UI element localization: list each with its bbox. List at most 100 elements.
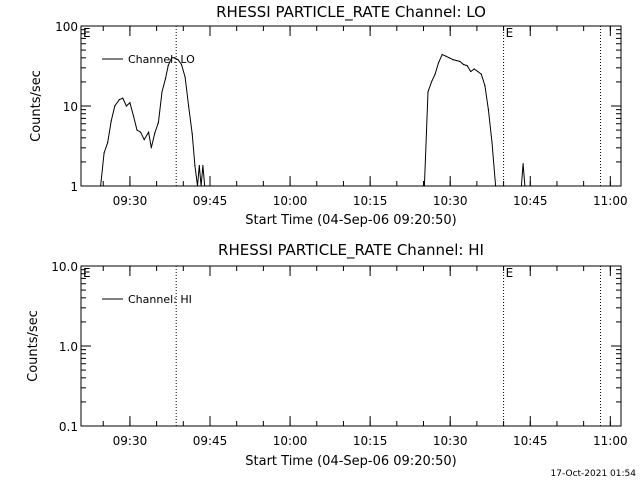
data-point [522,163,524,165]
x-tick-label: 09:30 [113,194,148,208]
data-point [448,57,450,59]
chart-title: RHESSI PARTICLE_RATE Channel: LO [216,3,486,22]
data-point [455,59,458,62]
y-tick-label: 10 [63,100,78,114]
data-point [191,133,193,135]
x-tick-label: 10:30 [433,194,468,208]
x-tick-label: 09:45 [193,434,228,448]
x-tick-label: 11:00 [593,194,628,208]
data-point [445,55,447,57]
data-point [154,132,156,134]
x-tick-label: 10:15 [353,434,388,448]
y-tick-label: 10.0 [51,260,78,274]
data-point [477,70,479,73]
x-axis-label: Start Time (04-Sep-06 09:20:50) [245,454,456,469]
data-point [143,139,145,141]
data-point [198,164,200,167]
data-point [502,185,504,187]
chart-title: RHESSI PARTICLE_RATE Channel: HI [218,241,484,260]
data-point [498,185,500,187]
event-marker-label: E [83,266,91,280]
data-point [524,185,526,187]
data-point [180,63,183,66]
data-point [184,76,186,78]
data-point [164,78,167,80]
data-point [161,91,163,93]
data-point [434,73,436,75]
plot-frame [80,265,622,427]
data-point [157,122,159,124]
y-tick-label: 1 [70,180,78,194]
data-point [205,185,208,187]
data-point [99,185,102,187]
y-tick-label: 1.0 [59,340,78,354]
data-point [148,131,150,133]
data-point [520,185,522,187]
y-tick-label: 100 [55,20,78,34]
event-marker-label: E [506,266,514,280]
data-point [494,185,497,187]
data-point [459,60,461,63]
x-axis-label: Start Time (04-Sep-06 09:20:50) [245,213,456,228]
data-point [207,185,209,187]
footer-timestamp: 17-Oct-2021 01:54 [551,469,637,479]
data-point [132,115,135,117]
y-axis-label: Counts/sec [26,310,41,382]
data-point [171,57,173,59]
y-axis-label: Counts/sec [29,70,44,142]
data-point [427,91,429,93]
x-tick-label: 10:30 [433,434,468,448]
data-point [173,57,176,59]
plot-frame [80,25,622,187]
data-point [136,129,138,131]
data-point [200,185,202,187]
data-point [103,152,105,154]
data-point [480,73,482,75]
chart-panel-1: RHESSI PARTICLE_RATE Channel: HI 09:30 09:… [26,241,628,469]
data-point [487,109,490,111]
data-point [491,141,493,144]
legend-entry: Channel: HI [128,293,192,306]
data-point [188,105,190,107]
data-point [118,99,120,101]
x-tick-label: 10:45 [513,194,548,208]
data-point [167,64,169,67]
x-tick-label: 10:45 [513,434,548,448]
y-tick-label: 0.1 [59,420,78,434]
data-point [470,70,472,73]
data-point [504,185,506,187]
data-point [484,84,486,87]
data-point [194,164,196,167]
data-point [462,63,465,66]
legend-entry: Channel: LO [128,53,195,66]
data-point [114,105,116,107]
data-point [473,68,475,70]
data-point [150,147,152,149]
data-point [177,59,179,61]
data-point [107,141,109,144]
data-point [441,53,443,56]
data-point [204,185,206,187]
data-point [202,164,204,167]
chart-panel-0: RHESSI PARTICLE_RATE Channel: LO 09:30 09:… [29,3,628,228]
event-marker-label: E [506,26,514,40]
data-point [110,120,112,122]
data-point [466,64,468,67]
data-point [430,81,433,83]
data-point [209,185,211,187]
x-tick-label: 10:00 [273,194,308,208]
series-line-0 [100,53,526,186]
data-point [438,61,440,64]
data-point [122,97,124,99]
x-tick-label: 09:30 [113,434,148,448]
x-tick-label: 10:15 [353,194,388,208]
x-tick-label: 11:00 [593,434,628,448]
data-point [452,59,454,61]
data-point [423,185,425,187]
x-tick-label: 09:45 [193,194,228,208]
data-point [140,131,142,133]
x-tick-label: 10:00 [273,434,308,448]
data-point [129,102,131,104]
event-marker-label: E [83,26,91,40]
